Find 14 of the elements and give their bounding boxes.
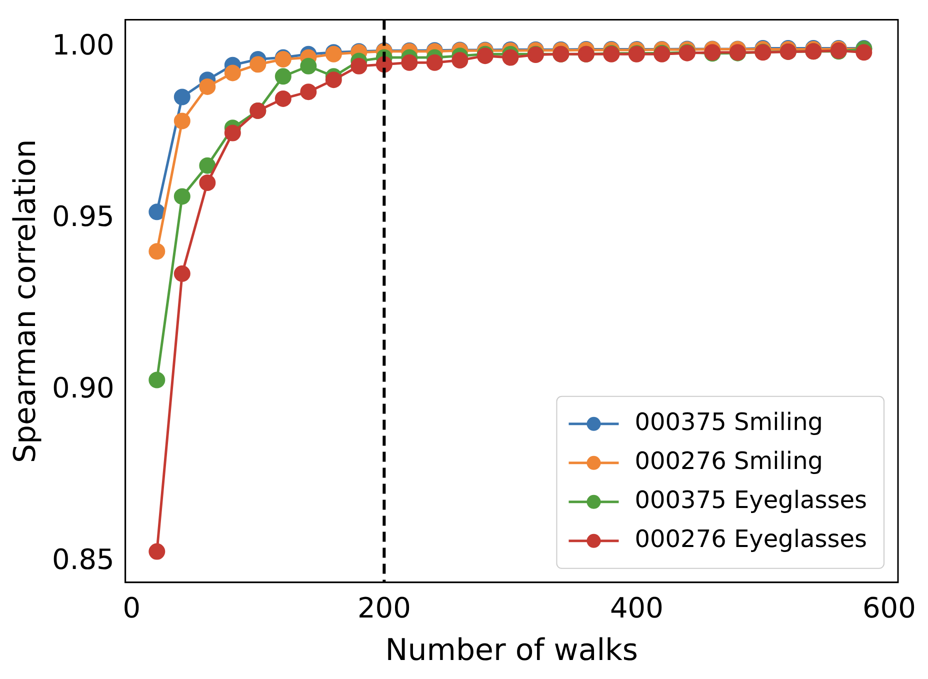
x-tick-label: 200 [357, 591, 411, 624]
y-axis-title: Spearman correlation [8, 139, 43, 464]
y-tick-label: 0.95 [52, 200, 114, 234]
y-tick-label: 1.00 [52, 28, 114, 62]
legend-label: 000276 Smiling [634, 447, 824, 476]
x-tick-label: 0 [122, 591, 141, 624]
y-tick-label: 0.85 [52, 543, 114, 576]
legend-label: 000375 Eyeglasses [634, 486, 867, 514]
legend-label: 000375 Smiling [634, 408, 824, 436]
x-tick-label: 600 [862, 591, 916, 624]
legend-label: 000276 Eyeglasses [634, 525, 867, 554]
x-tick-label: 400 [610, 591, 664, 624]
x-axis-title: Number of walks [385, 632, 638, 668]
y-tick-label: 0.90 [52, 372, 114, 405]
